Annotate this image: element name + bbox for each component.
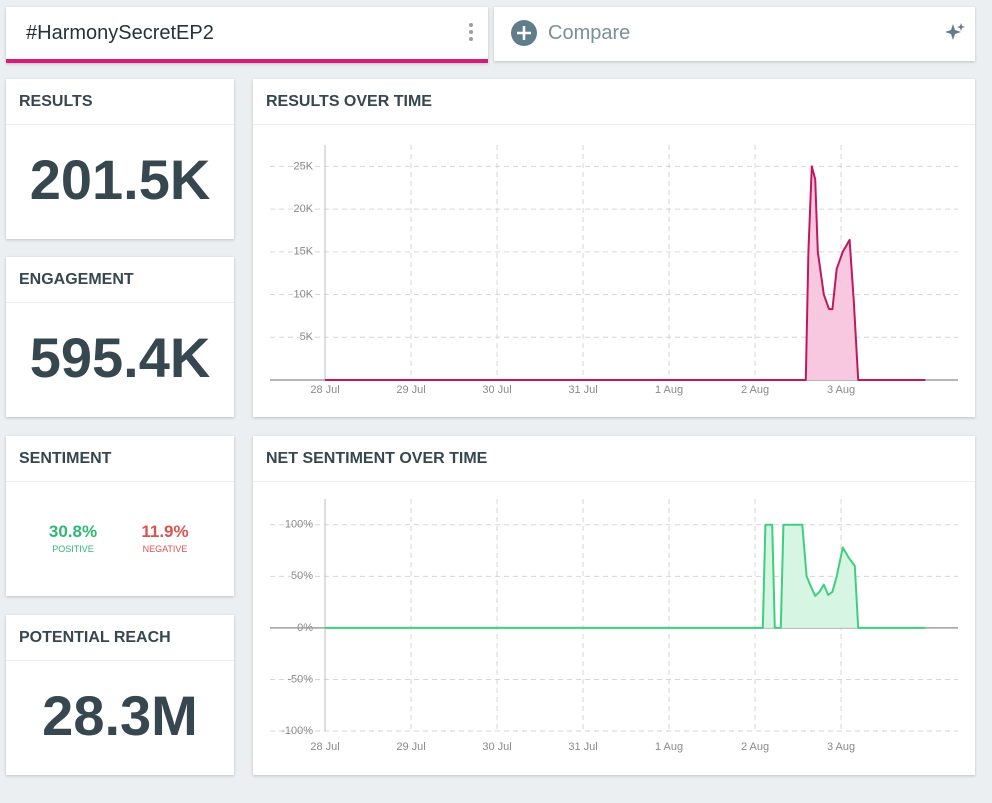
negative: 11.9% NEGATIVE: [130, 522, 200, 554]
x-tick-label: 28 Jul: [310, 384, 339, 396]
positive-label: POSITIVE: [52, 544, 94, 554]
results-chart-card: RESULTS OVER TIME 5K 10K 15K 20K 25K 28 Jul 29…: [253, 79, 975, 417]
negative-value: 11.9%: [141, 522, 189, 541]
y-tick-label: 100%: [285, 519, 313, 531]
card-title: RESULTS: [19, 93, 93, 110]
positive-value: 30.8%: [48, 522, 98, 541]
results-card: RESULTS 201.5K: [6, 79, 234, 239]
line: [325, 165, 926, 381]
y-tick-label: 5K: [300, 331, 314, 343]
card-title: SENTIMENT: [19, 450, 112, 467]
engagement-card: ENGAGEMENT 595.4K: [6, 257, 234, 417]
positive: 30.8% POSITIVE: [38, 522, 108, 554]
x-tick-label: 3 Aug: [827, 384, 855, 396]
x-tick-label: 31 Jul: [568, 741, 597, 753]
y-tick-label: 20K: [293, 203, 313, 215]
x-tick-label: 1 Aug: [655, 384, 683, 396]
card-title: POTENTIAL REACH: [19, 629, 171, 646]
chart-title: RESULTS OVER TIME: [266, 93, 432, 110]
x-tick-label: 29 Jul: [396, 741, 425, 753]
x-tick-label: 3 Aug: [827, 741, 855, 753]
y-tick-label: 25K: [293, 160, 313, 172]
card-value: 201.5K: [29, 148, 211, 211]
x-tick-label: 30 Jul: [482, 741, 511, 753]
y-tick-label: -50%: [287, 673, 313, 685]
plus-icon: [511, 20, 537, 46]
menu-icon[interactable]: [468, 22, 474, 44]
x-tick-label: 29 Jul: [396, 384, 425, 396]
chart: -100%-50%0%50%100%28 Jul 29 Jul 30 Jul 31 J…: [270, 499, 958, 753]
chart-title: NET SENTIMENT OVER TIME: [266, 450, 488, 467]
y-tick-label: -100%: [281, 725, 313, 737]
x-tick-label: 28 Jul: [310, 741, 339, 753]
reach-card: POTENTIAL REACH 28.3M: [6, 615, 234, 775]
card-value: 595.4K: [29, 326, 211, 389]
x-tick-label: 31 Jul: [568, 384, 597, 396]
negative-label: NEGATIVE: [142, 544, 188, 554]
x-tick-label: 2 Aug: [741, 741, 769, 753]
sentiment-card: SENTIMENT 30.8% POSITIVE 11.9% NEGATIVE: [6, 436, 234, 596]
search-tab[interactable]: #HarmonySecretEP2: [6, 7, 488, 63]
x-tick-label: 2 Aug: [741, 384, 769, 396]
line: [325, 523, 926, 629]
chart: 5K 10K 15K 20K 25K 28 Jul 29 Jul 30 Jul 31 Jul 1 …: [270, 145, 958, 396]
sparkle-icon[interactable]: [943, 21, 967, 45]
y-tick-label: 15K: [293, 246, 313, 258]
card-value: 28.3M: [42, 684, 198, 747]
compare-tab[interactable]: Compare: [494, 7, 975, 61]
search-query: #HarmonySecretEP2: [26, 22, 214, 44]
sentiment-chart-card: NET SENTIMENT OVER TIME -100% -50% 0% 50% 10…: [253, 436, 975, 775]
y-tick-label: 10K: [293, 288, 313, 300]
area: [325, 524, 926, 628]
x-tick-label: 1 Aug: [655, 741, 683, 753]
y-tick-label: 50%: [291, 570, 313, 582]
x-tick-label: 30 Jul: [482, 384, 511, 396]
compare-label: Compare: [548, 22, 631, 44]
card-title: ENGAGEMENT: [19, 271, 134, 288]
